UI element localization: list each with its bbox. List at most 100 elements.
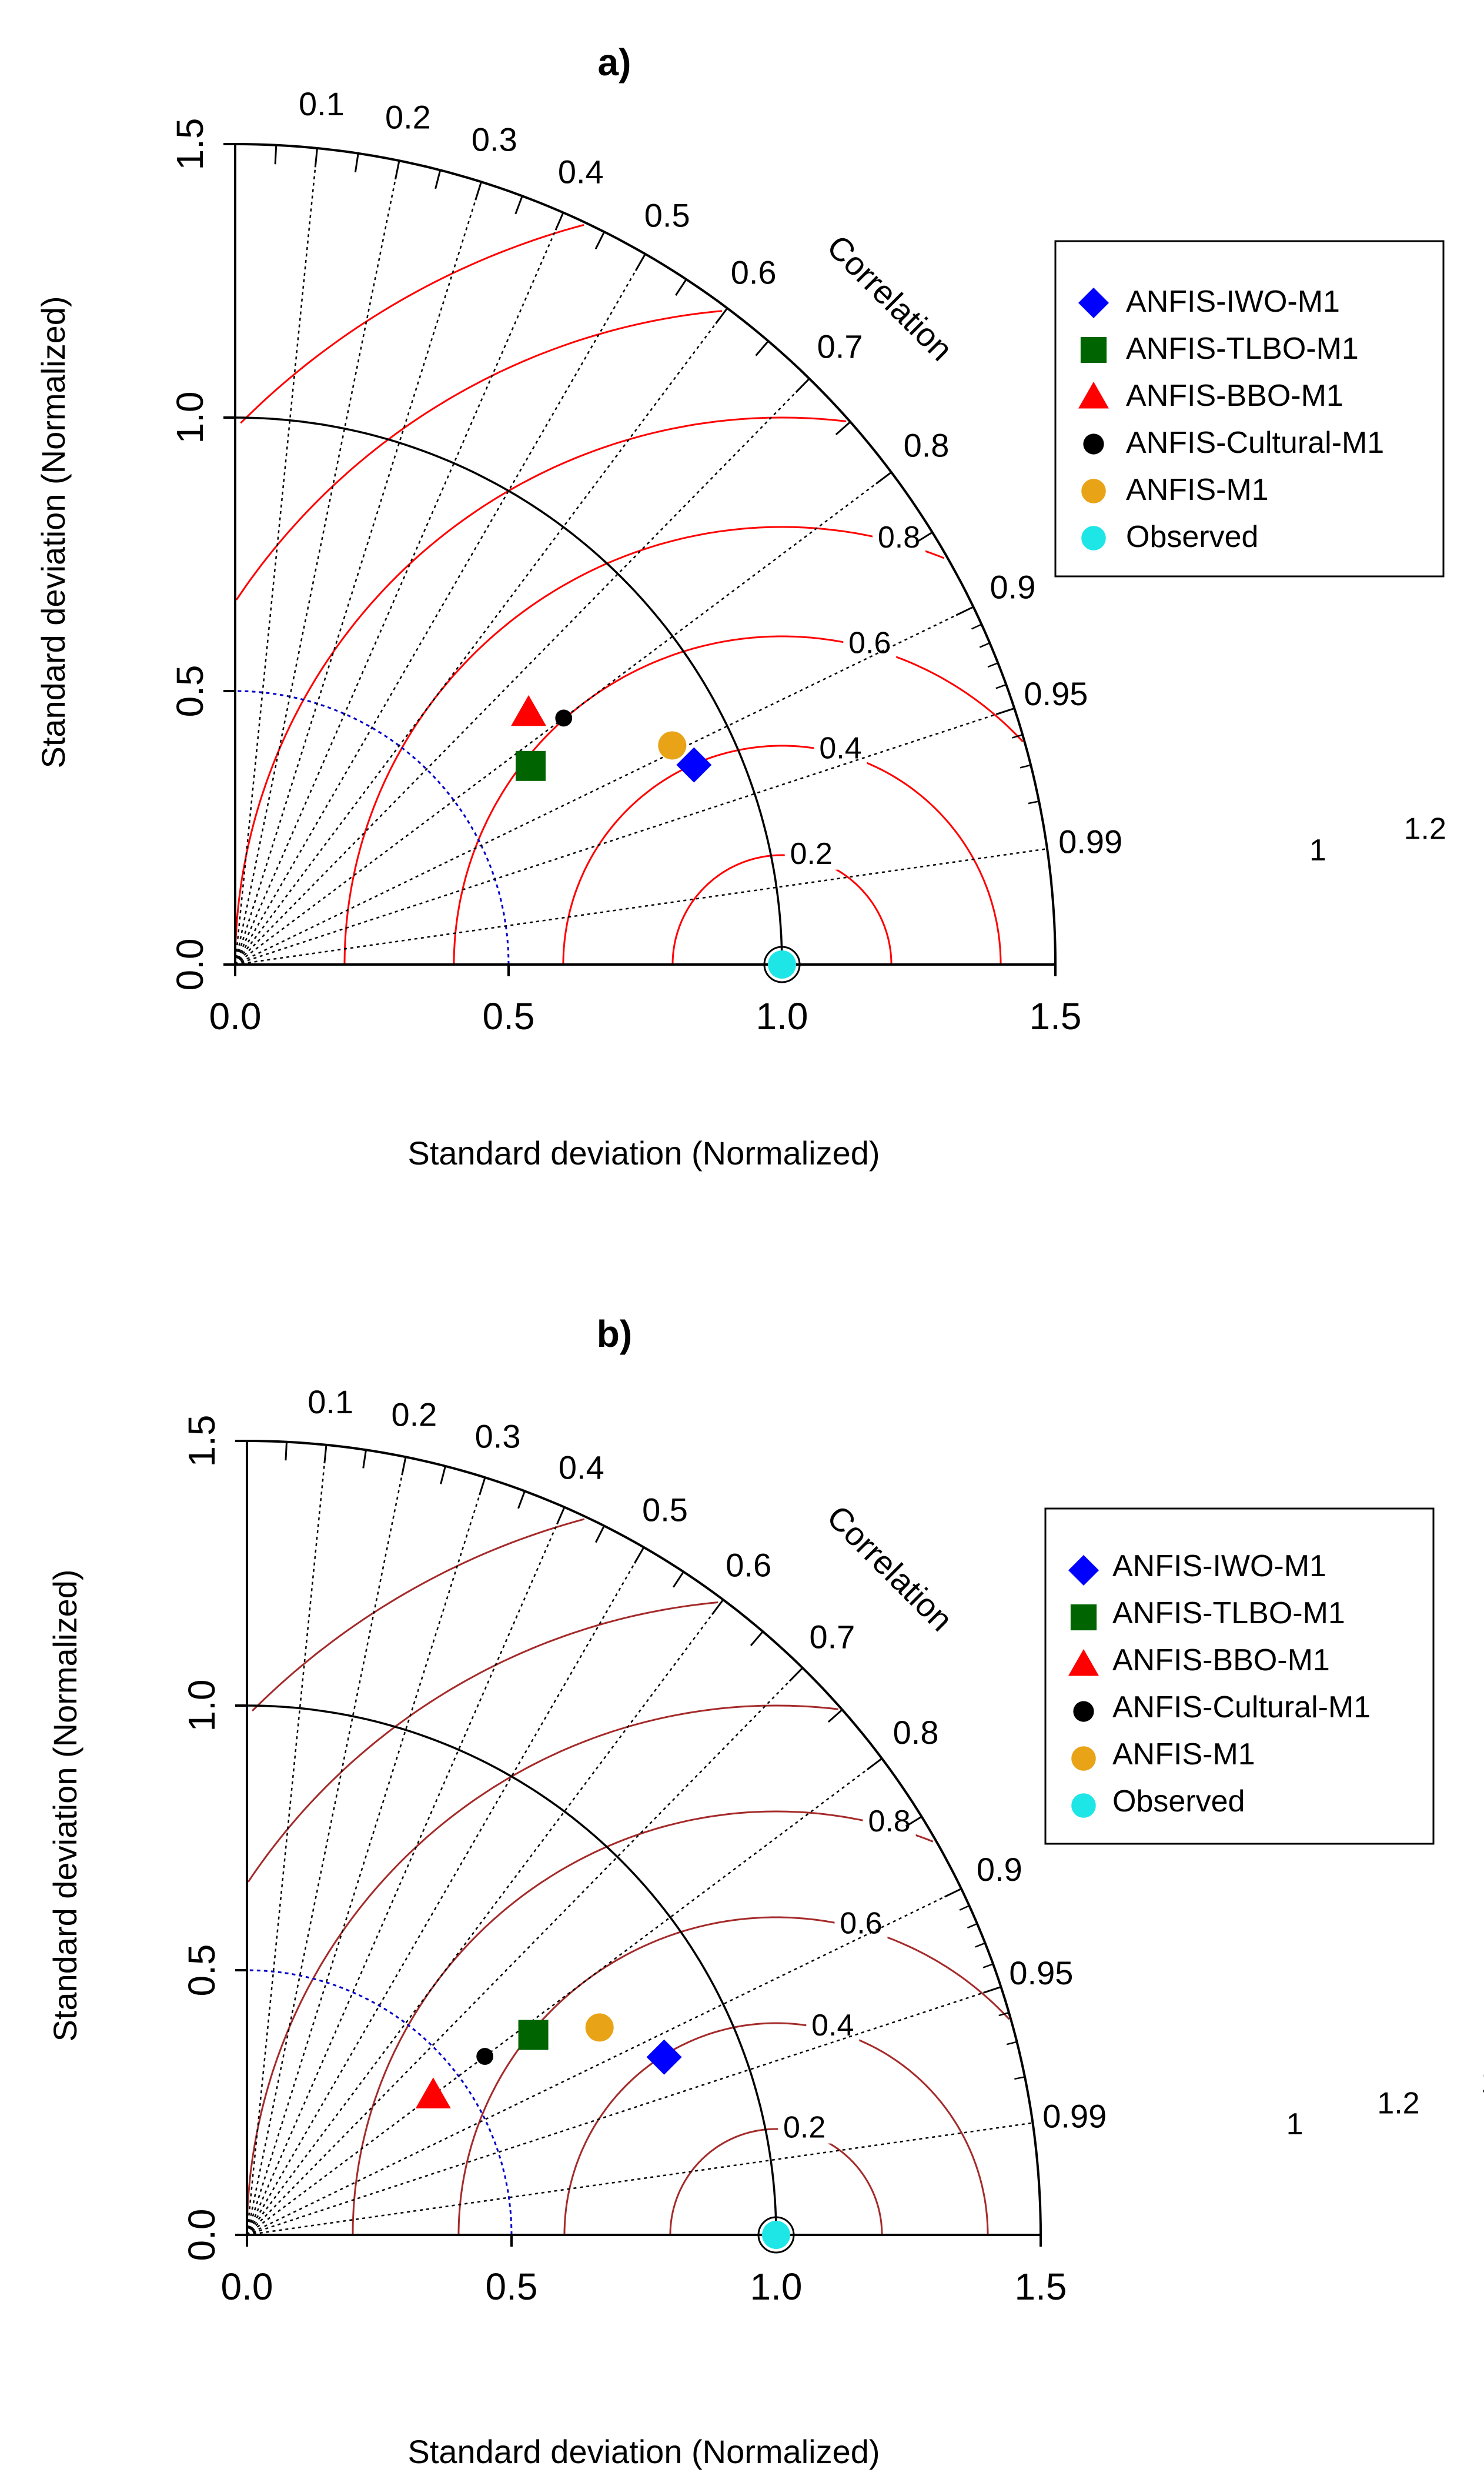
correlation-tick [285, 1441, 288, 1461]
correlation-tick [944, 1888, 962, 1898]
correlation-line [235, 708, 1015, 966]
correlation-label: 0.99 [1058, 823, 1122, 860]
correlation-label: 0.8 [893, 1714, 939, 1751]
legend: ANFIS-IWO-M1 ANFIS-TLBO-M1 ANFIS-BBO-M1 … [1054, 240, 1445, 578]
correlation-tick [514, 195, 523, 215]
legend-symbol [1078, 288, 1109, 318]
correlation-label: 0.4 [558, 153, 604, 190]
legend-label: ANFIS-IWO-M1 [1126, 285, 1340, 319]
correlation-line [234, 253, 646, 965]
x-axis-title: Standard deviation (Normalized) [407, 2433, 880, 2470]
correlation-tick [866, 1757, 883, 1771]
correlation-tick [959, 1905, 970, 1911]
y-tick-label: 1.0 [169, 392, 211, 444]
legend-symbol [1070, 1604, 1097, 1631]
point-anfis-bbo-m1 [415, 2077, 451, 2108]
correlation-line [234, 148, 318, 965]
rms-label-bg [843, 628, 897, 659]
rms-contour [453, 635, 1024, 965]
point-anfis-iwo-m1 [646, 2039, 682, 2075]
correlation-tick [314, 148, 318, 168]
y-tick-label: 0.5 [181, 1944, 223, 1997]
legend-label: ANFIS-M1 [1126, 473, 1269, 507]
rms-label: 1 [1309, 833, 1326, 867]
legend-symbol [1078, 382, 1109, 409]
correlation-label: 0.99 [1042, 2097, 1107, 2134]
rms-label: 1.2 [1377, 2086, 1419, 2120]
correlation-tick [440, 1466, 446, 1484]
correlation-label: 0.95 [1009, 1954, 1073, 1991]
legend-label: ANFIS-BBO-M1 [1112, 1643, 1330, 1677]
legend-label: ANFIS-Cultural-M1 [1112, 1690, 1371, 1724]
correlation-label: 0.8 [904, 426, 950, 463]
y-axis-title: Standard deviation (Normalized) [46, 1569, 83, 2041]
correlation-tick [905, 1816, 923, 1827]
rms-label-bg [778, 2113, 831, 2144]
correlation-line [246, 1507, 566, 2235]
correlation-tick [795, 378, 810, 393]
rms-label: 0.2 [783, 2111, 825, 2145]
correlation-line [234, 181, 482, 965]
x-tick-label: 0.0 [209, 995, 262, 1037]
correlation-tick [827, 1709, 843, 1723]
legend-label: ANFIS-M1 [1112, 1737, 1255, 1771]
legend-symbol [1071, 1746, 1096, 1771]
rms-label: 0.8 [868, 1804, 910, 1838]
legend-symbol [1068, 1649, 1099, 1676]
x-tick-label: 1.5 [1015, 2265, 1067, 2308]
correlation-label: 0.5 [644, 196, 690, 233]
legend-symbol [1073, 1701, 1094, 1722]
rms-label-bg [1475, 2067, 1484, 2098]
correlation-line [235, 847, 1048, 966]
correlation-line [235, 378, 810, 965]
correlation-tick [1028, 800, 1040, 805]
point-anfis-tlbo-m1 [518, 2020, 549, 2050]
legend-symbols [1078, 288, 1109, 550]
rms-contour [235, 310, 723, 600]
legend-label: Observed [1126, 520, 1258, 554]
correlation-line [246, 1599, 724, 2235]
legend-label: Observed [1112, 1784, 1245, 1818]
correlation-line [246, 1444, 327, 2235]
legend-box [1044, 1507, 1435, 1845]
correlation-label: 0.6 [726, 1546, 771, 1583]
rms-label: 1.2 [1404, 812, 1446, 846]
sd-inner-arc [235, 690, 510, 965]
correlation-tick [1006, 2041, 1017, 2045]
correlation-tick [672, 1571, 684, 1588]
x-tick-label: 1.0 [756, 995, 808, 1037]
correlation-tick [395, 160, 400, 180]
point-anfis-tlbo-m1 [516, 750, 546, 781]
correlation-label: 0.9 [990, 569, 1036, 606]
rms-label: 0.4 [819, 732, 861, 766]
y-tick-label: 1.5 [181, 1415, 223, 1467]
rms-contour [247, 1601, 718, 1883]
y-axis-title: Standard deviation (Normalized) [35, 296, 72, 768]
rms-contour [563, 2022, 989, 2235]
sd-inner-arc [246, 1969, 513, 2235]
x-tick-label: 1.5 [1030, 995, 1082, 1037]
rms-label-bg [1398, 814, 1452, 845]
point-anfis-bbo-m1 [511, 695, 547, 726]
legend-label: ANFIS-BBO-M1 [1126, 379, 1343, 413]
correlation-line [235, 606, 974, 966]
correlation-tick [517, 1490, 526, 1509]
correlation-line [246, 1667, 803, 2235]
correlation-tick [975, 1942, 985, 1948]
legend-symbol [1080, 336, 1107, 363]
correlation-tick [354, 153, 359, 173]
correlation-label: 0.4 [559, 1449, 604, 1486]
x-tick-label: 0.0 [221, 2265, 273, 2308]
rms-label: 0.2 [790, 837, 833, 871]
correlation-label: 0.6 [731, 253, 777, 291]
correlation-tick [915, 531, 933, 543]
correlation-tick [474, 181, 482, 201]
x-axis-title: Standard deviation (Normalized) [407, 1134, 880, 1172]
correlation-tick [1014, 2076, 1025, 2080]
correlation-line [246, 1758, 883, 2235]
correlation-line [234, 160, 400, 965]
y-tick-label: 1.5 [169, 118, 211, 171]
correlation-tick [274, 145, 278, 165]
rms-contour [246, 1704, 838, 2235]
rms-contour [669, 2128, 883, 2235]
